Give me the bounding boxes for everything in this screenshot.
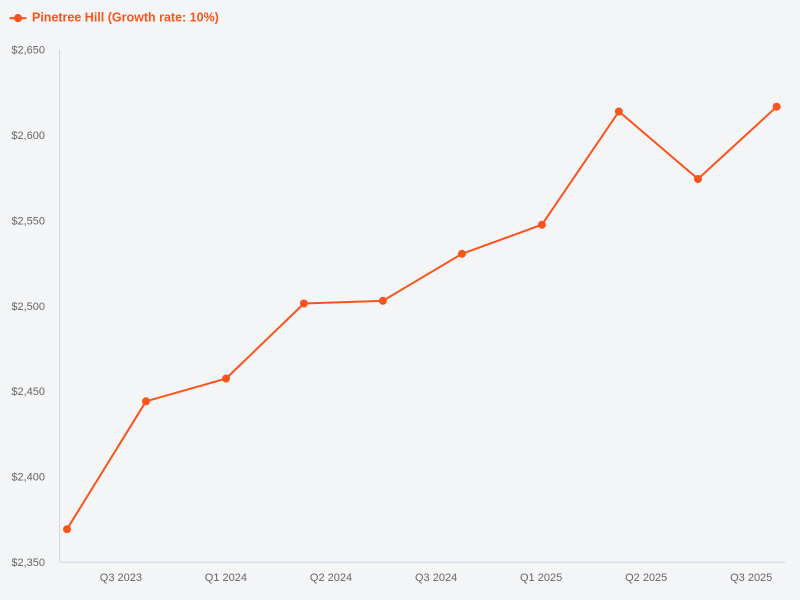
svg-text:$2,650: $2,650 xyxy=(11,45,45,57)
svg-text:$2,550: $2,550 xyxy=(11,215,45,227)
svg-text:Q3 2024: Q3 2024 xyxy=(415,572,457,584)
svg-text:Q3 2023: Q3 2023 xyxy=(100,572,142,584)
svg-text:$2,450: $2,450 xyxy=(11,386,45,398)
svg-text:Q1 2025: Q1 2025 xyxy=(520,572,562,584)
svg-text:$2,350: $2,350 xyxy=(11,557,45,569)
svg-text:$2,400: $2,400 xyxy=(11,472,45,484)
svg-text:$2,600: $2,600 xyxy=(11,130,45,142)
svg-text:$2,500: $2,500 xyxy=(11,301,45,313)
svg-text:Pinetree Hill (Growth rate: 10: Pinetree Hill (Growth rate: 10%) xyxy=(32,11,219,25)
svg-text:Q3 2025: Q3 2025 xyxy=(730,572,772,584)
svg-text:Q2 2024: Q2 2024 xyxy=(310,572,352,584)
svg-text:Q2 2025: Q2 2025 xyxy=(625,572,667,584)
svg-text:Q1 2024: Q1 2024 xyxy=(205,572,247,584)
